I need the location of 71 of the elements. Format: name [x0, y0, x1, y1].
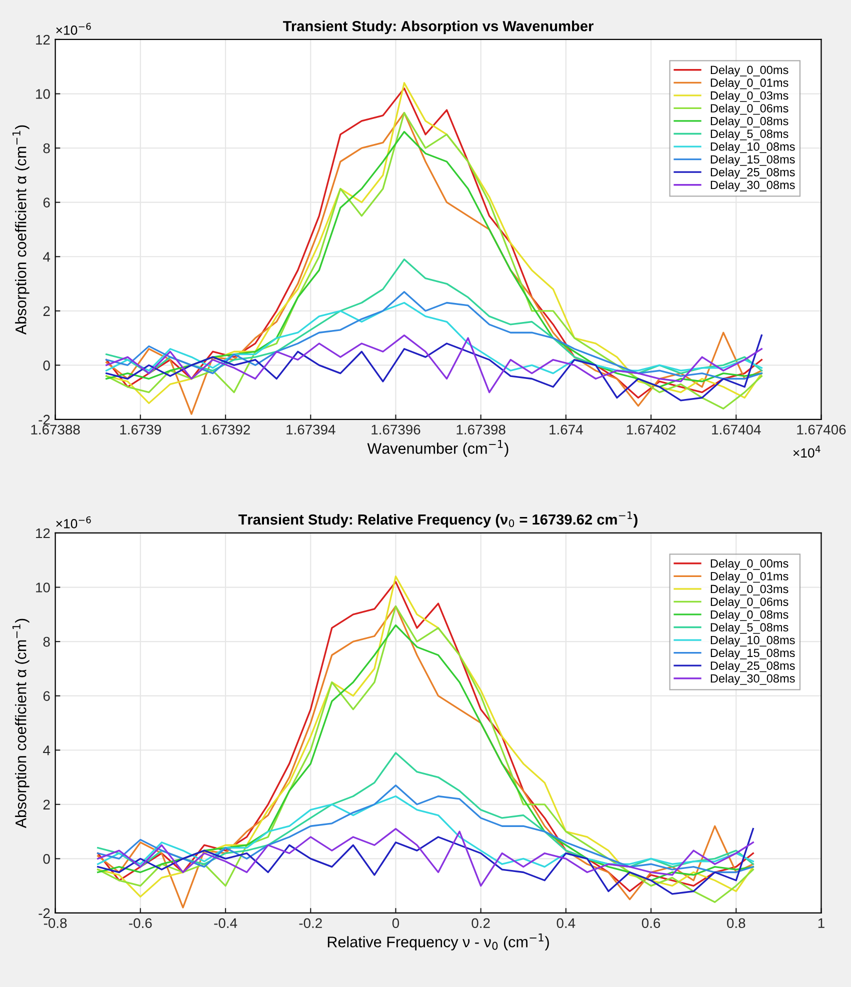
line-series	[106, 291, 762, 380]
y-axis-title: Absorption coefficient α (cm$^{−1}$)	[12, 125, 30, 335]
y-axis-title: Absorption coefficient α (cm$^{−1}$)	[12, 618, 30, 828]
y-tick-label: -2	[38, 414, 50, 425]
legend-label: Delay_25_08ms	[710, 661, 795, 672]
y-tick-label: 2	[43, 800, 50, 810]
line-series	[106, 302, 762, 374]
legend-label: Delay_0_01ms	[710, 78, 788, 90]
y-tick-label: 12	[36, 34, 50, 45]
legend-label: Delay_30_08ms	[710, 180, 795, 192]
legend-label: Delay_5_08ms	[710, 129, 788, 140]
x-tick-label: -0.8	[44, 918, 67, 928]
legend-label: Delay_10_08ms	[710, 142, 795, 154]
legend-label: Delay_0_01ms	[710, 572, 788, 583]
line-series	[97, 784, 754, 874]
x-tick-label: 0.6	[642, 918, 660, 928]
x-tick-label: 1.674	[550, 424, 583, 435]
y-tick-label: 0	[43, 360, 50, 370]
legend-label: Delay_0_03ms	[710, 584, 788, 596]
x-tick-label: 1.6739	[120, 424, 161, 435]
y-tick-label: 10	[36, 582, 50, 592]
line-series	[97, 795, 754, 868]
legend-label: Delay_0_08ms	[710, 116, 788, 128]
legend-label: Delay_5_08ms	[710, 622, 788, 634]
y-tick-label: 0	[43, 854, 50, 864]
y-tick-label: 6	[43, 198, 50, 208]
legend-label: Delay_0_00ms	[710, 65, 788, 76]
x-tick-label: 1.67402	[626, 424, 676, 435]
legend-label: Delay_0_06ms	[710, 597, 788, 608]
legend-label: Delay_30_08ms	[710, 674, 795, 685]
x-tick-label: 1.67388	[31, 424, 80, 435]
x-tick-label: 1.67404	[712, 424, 761, 435]
x-tick-label: 0	[392, 918, 400, 928]
legend-label: Delay_0_06ms	[710, 104, 788, 115]
x-tick-label: -0.6	[129, 918, 152, 928]
legend-label: Delay_25_08ms	[710, 168, 795, 179]
x-tick-label: -0.4	[214, 918, 238, 928]
legend-label: Delay_0_08ms	[710, 610, 788, 622]
y-tick-label: 4	[43, 746, 50, 756]
x-axis-title: Relative Frequency ν - ν$_{0}$ (cm$^{−1}$)	[328, 934, 549, 950]
y-tick-label: 12	[36, 528, 50, 538]
x-tick-label: 1.67406	[797, 424, 846, 435]
y-tick-label: 2	[43, 306, 50, 316]
y-tick-label: 4	[43, 252, 50, 262]
x-tick-label: 1	[818, 918, 824, 928]
legend-label: Delay_15_08ms	[710, 648, 795, 660]
legend-label: Delay_10_08ms	[710, 636, 795, 647]
x-tick-label: 1.67394	[286, 424, 336, 435]
legend-label: Delay_15_08ms	[710, 154, 795, 166]
text: ×10$^{−6}$	[56, 516, 91, 528]
chart-title: Transient Study: Relative Frequency (ν$_{0}$ = 16739.62 cm$^{−1}$)	[238, 512, 638, 528]
x-tick-label: 0.8	[727, 918, 746, 928]
line-series	[106, 258, 762, 374]
x-tick-label: 1.67396	[372, 424, 420, 435]
x-axis-title: Wavenumber (cm$^{−1}$)	[367, 440, 508, 457]
legend-label: Delay_0_03ms	[710, 91, 788, 102]
y-tick-label: 8	[43, 143, 50, 154]
x-tick-label: -0.2	[299, 918, 322, 928]
text: ×10$^{4}$	[793, 446, 820, 458]
text: ×10$^{−6}$	[56, 22, 91, 35]
chart-title: Transient Study: Absorption vs Wavenumber	[283, 20, 594, 34]
x-tick-label: 1.67392	[201, 424, 250, 435]
y-tick-label: 10	[36, 89, 50, 99]
x-tick-label: 0.2	[472, 918, 490, 928]
legend-label: Delay_0_00ms	[710, 558, 788, 570]
x-tick-label: 1.67398	[456, 424, 506, 435]
y-tick-label: 6	[43, 691, 50, 702]
y-tick-label: 8	[43, 636, 50, 647]
x-tick-label: 0.4	[556, 918, 576, 928]
y-tick-label: -2	[38, 908, 50, 918]
line-series	[97, 752, 754, 868]
